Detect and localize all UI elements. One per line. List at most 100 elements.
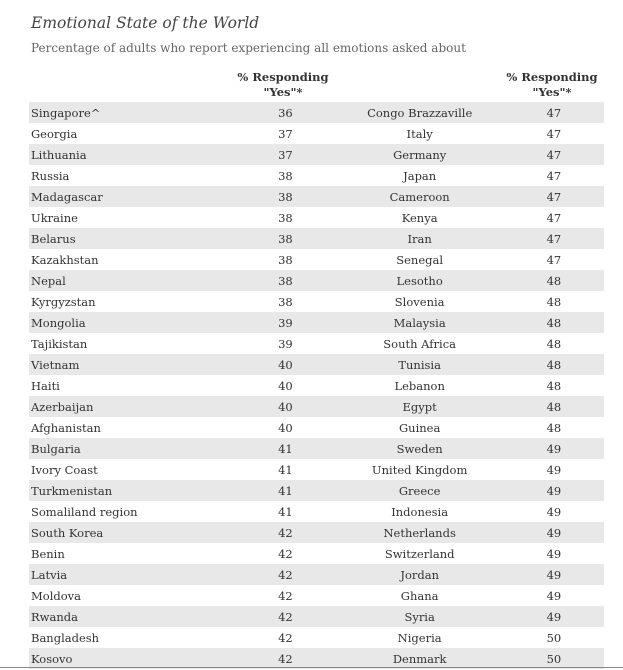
value-right-cell: 48 (503, 354, 604, 375)
country-left-cell: Ukraine (31, 210, 78, 225)
country-right-cell: Tunisia (335, 354, 504, 375)
country-right-cell: Lebanon (394, 378, 445, 393)
value-left-cell: 42 (235, 606, 336, 627)
value-right-cell: 49 (503, 522, 604, 543)
value-left-cell: 40 (278, 378, 293, 393)
table-row: Belarus 38 Iran 47 (29, 228, 604, 249)
table-row: Benin 42 Switzerland 49 (29, 543, 604, 564)
value-right-cell: 49 (546, 504, 562, 519)
table-row: Turkmenistan 41 Greece 49 (29, 480, 604, 501)
table-row: Madagascar 38 Cameroon 47 (29, 186, 604, 207)
table-row: Tajikistan 39 South Africa 48 (29, 333, 604, 354)
column-header-left-value: % Responding "Yes"* (233, 70, 333, 100)
value-right-cell: 50 (546, 630, 562, 645)
country-left-cell: Nepal (29, 270, 236, 291)
table-row: Bulgaria 41 Sweden 49 (29, 438, 604, 459)
country-right-cell: Jordan (335, 564, 504, 585)
table-row: Mongolia 39 Malaysia 48 (29, 312, 604, 333)
table-row: Haiti 40 Lebanon 48 (29, 375, 604, 396)
table-row: Kosovo 42 Denmark 50 (29, 648, 604, 669)
value-left-cell: 38 (235, 228, 336, 249)
value-left-cell: 42 (235, 564, 336, 585)
value-right-cell: 48 (546, 294, 562, 309)
page-subtitle: Percentage of adults who report experien… (31, 41, 466, 55)
value-right-cell: 49 (503, 480, 604, 501)
value-left-cell: 38 (278, 210, 293, 225)
country-left-cell: Benin (31, 546, 65, 561)
value-left-cell: 39 (235, 312, 336, 333)
country-right-cell: Japan (403, 168, 437, 183)
table-row: Somaliland region 41 Indonesia 49 (29, 501, 604, 522)
table-row: Vietnam 40 Tunisia 48 (29, 354, 604, 375)
value-right-cell: 47 (503, 144, 604, 165)
country-right-cell: Sweden (335, 438, 504, 459)
table-row: Russia 38 Japan 47 (29, 165, 604, 186)
country-left-cell: South Korea (29, 522, 236, 543)
country-right-cell: Iran (335, 228, 504, 249)
country-right-cell: Congo Brazzaville (335, 102, 504, 123)
table-body: Singapore^ 36 Congo Brazzaville 47 Georgia 37… (29, 102, 604, 669)
value-left-cell: 40 (235, 354, 336, 375)
table-row: Nepal 38 Lesotho 48 (29, 270, 604, 291)
country-left-cell: Turkmenistan (29, 480, 236, 501)
country-right-cell: Guinea (398, 420, 441, 435)
value-left-cell: 38 (278, 294, 293, 309)
country-right-cell: Switzerland (384, 546, 455, 561)
country-right-cell: Cameroon (335, 186, 504, 207)
value-right-cell: 47 (503, 228, 604, 249)
value-left-cell: 42 (278, 630, 293, 645)
country-right-cell: Kenya (401, 210, 438, 225)
country-left-cell: Vietnam (29, 354, 236, 375)
value-right-cell: 49 (546, 462, 562, 477)
value-left-cell: 38 (235, 186, 336, 207)
value-right-cell: 49 (503, 438, 604, 459)
value-left-cell: 38 (278, 168, 293, 183)
country-left-cell: Rwanda (29, 606, 236, 627)
page-title: Emotional State of the World (31, 14, 260, 32)
country-right-cell: South Africa (383, 336, 457, 351)
country-right-cell: United Kingdom (371, 462, 468, 477)
bottom-divider (0, 667, 623, 668)
country-left-cell: Haiti (31, 378, 60, 393)
value-left-cell: 42 (235, 522, 336, 543)
country-right-cell: Italy (406, 126, 433, 141)
country-left-cell: Mongolia (29, 312, 236, 333)
value-right-cell: 48 (503, 270, 604, 291)
header-left-text: % Responding "Yes"* (237, 70, 329, 99)
country-right-cell: Syria (335, 606, 504, 627)
value-right-cell: 49 (546, 546, 562, 561)
country-right-cell: Netherlands (335, 522, 504, 543)
value-right-cell: 47 (546, 252, 562, 267)
value-right-cell: 47 (503, 102, 604, 123)
value-left-cell: 38 (235, 270, 336, 291)
value-right-cell: 47 (546, 126, 562, 141)
value-right-cell: 48 (503, 396, 604, 417)
table-row: Latvia 42 Jordan 49 (29, 564, 604, 585)
value-left-cell: 41 (278, 462, 293, 477)
country-left-cell: Bangladesh (31, 630, 100, 645)
country-right-cell: Senegal (396, 252, 444, 267)
value-left-cell: 40 (278, 420, 293, 435)
country-left-cell: Azerbaijan (29, 396, 236, 417)
country-left-cell: Somaliland region (31, 504, 138, 519)
value-right-cell: 47 (546, 168, 562, 183)
country-right-cell: Lesotho (335, 270, 504, 291)
table-row: Kazakhstan 38 Senegal 47 (29, 249, 604, 270)
table-row: Lithuania 37 Germany 47 (29, 144, 604, 165)
table-row: Azerbaijan 40 Egypt 48 (29, 396, 604, 417)
country-left-cell: Ivory Coast (31, 462, 98, 477)
table-row: Kyrgyzstan 38 Slovenia 48 (29, 291, 604, 312)
country-left-cell: Kosovo (29, 648, 236, 669)
table-row: Bangladesh 42 Nigeria 50 (29, 627, 604, 648)
table-row: Moldova 42 Ghana 49 (29, 585, 604, 606)
value-right-cell: 48 (546, 336, 562, 351)
value-left-cell: 36 (235, 102, 336, 123)
value-right-cell: 50 (503, 648, 604, 669)
emotions-table: Singapore^ 36 Congo Brazzaville 47 Georgia 37… (29, 102, 604, 669)
country-right-cell: Ghana (400, 588, 439, 603)
value-left-cell: 41 (235, 438, 336, 459)
value-left-cell: 41 (235, 480, 336, 501)
header-right-text: % Responding "Yes"* (506, 70, 598, 99)
country-right-cell: Denmark (335, 648, 504, 669)
country-right-cell: Germany (335, 144, 504, 165)
